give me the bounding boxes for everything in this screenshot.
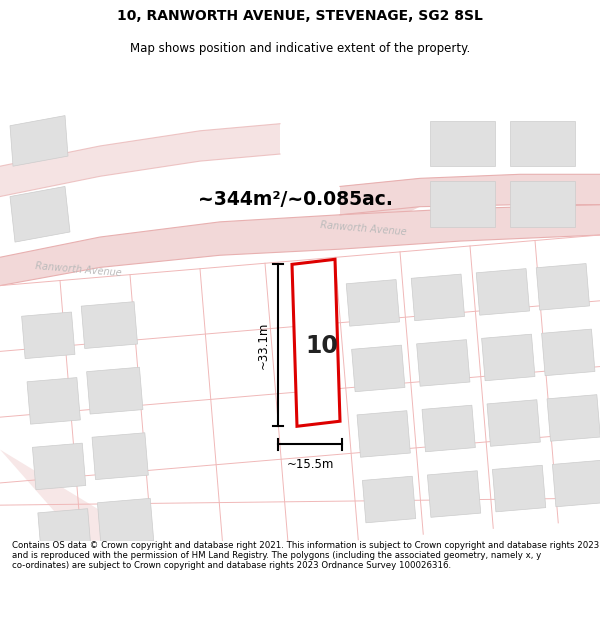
Polygon shape	[476, 269, 530, 315]
Text: ~344m²/~0.085ac.: ~344m²/~0.085ac.	[197, 190, 392, 209]
Polygon shape	[416, 339, 470, 386]
Polygon shape	[10, 116, 68, 166]
Text: 10, RANWORTH AVENUE, STEVENAGE, SG2 8SL: 10, RANWORTH AVENUE, STEVENAGE, SG2 8SL	[117, 9, 483, 23]
Polygon shape	[427, 471, 481, 518]
Polygon shape	[346, 279, 400, 326]
Polygon shape	[430, 121, 495, 166]
Polygon shape	[536, 264, 590, 310]
Text: Ranworth Avenue: Ranworth Avenue	[320, 221, 407, 238]
Polygon shape	[97, 498, 154, 545]
Text: Ranworth Avenue: Ranworth Avenue	[35, 261, 122, 278]
Polygon shape	[411, 274, 464, 321]
Polygon shape	[22, 312, 75, 359]
Text: 10: 10	[305, 334, 338, 358]
Polygon shape	[493, 465, 546, 512]
Polygon shape	[430, 181, 495, 227]
Polygon shape	[0, 204, 600, 286]
Polygon shape	[10, 186, 70, 242]
Polygon shape	[510, 181, 575, 227]
Polygon shape	[27, 378, 80, 424]
Polygon shape	[553, 460, 600, 507]
Text: ~15.5m: ~15.5m	[286, 458, 334, 471]
Polygon shape	[357, 411, 410, 458]
Polygon shape	[340, 178, 420, 227]
Polygon shape	[0, 124, 280, 196]
Text: ~33.1m: ~33.1m	[257, 322, 270, 369]
Polygon shape	[0, 449, 150, 541]
Polygon shape	[362, 476, 416, 522]
Polygon shape	[510, 121, 575, 166]
Polygon shape	[32, 443, 86, 490]
Polygon shape	[81, 302, 137, 349]
Text: Contains OS data © Crown copyright and database right 2021. This information is : Contains OS data © Crown copyright and d…	[12, 541, 599, 571]
Polygon shape	[86, 368, 143, 414]
Polygon shape	[92, 432, 148, 479]
Polygon shape	[340, 174, 600, 215]
Polygon shape	[542, 329, 595, 376]
Polygon shape	[422, 405, 475, 452]
Polygon shape	[352, 345, 405, 392]
Polygon shape	[38, 509, 91, 555]
Polygon shape	[487, 400, 541, 446]
Polygon shape	[547, 394, 600, 441]
Text: Map shows position and indicative extent of the property.: Map shows position and indicative extent…	[130, 42, 470, 55]
Polygon shape	[482, 334, 535, 381]
Polygon shape	[292, 259, 340, 426]
